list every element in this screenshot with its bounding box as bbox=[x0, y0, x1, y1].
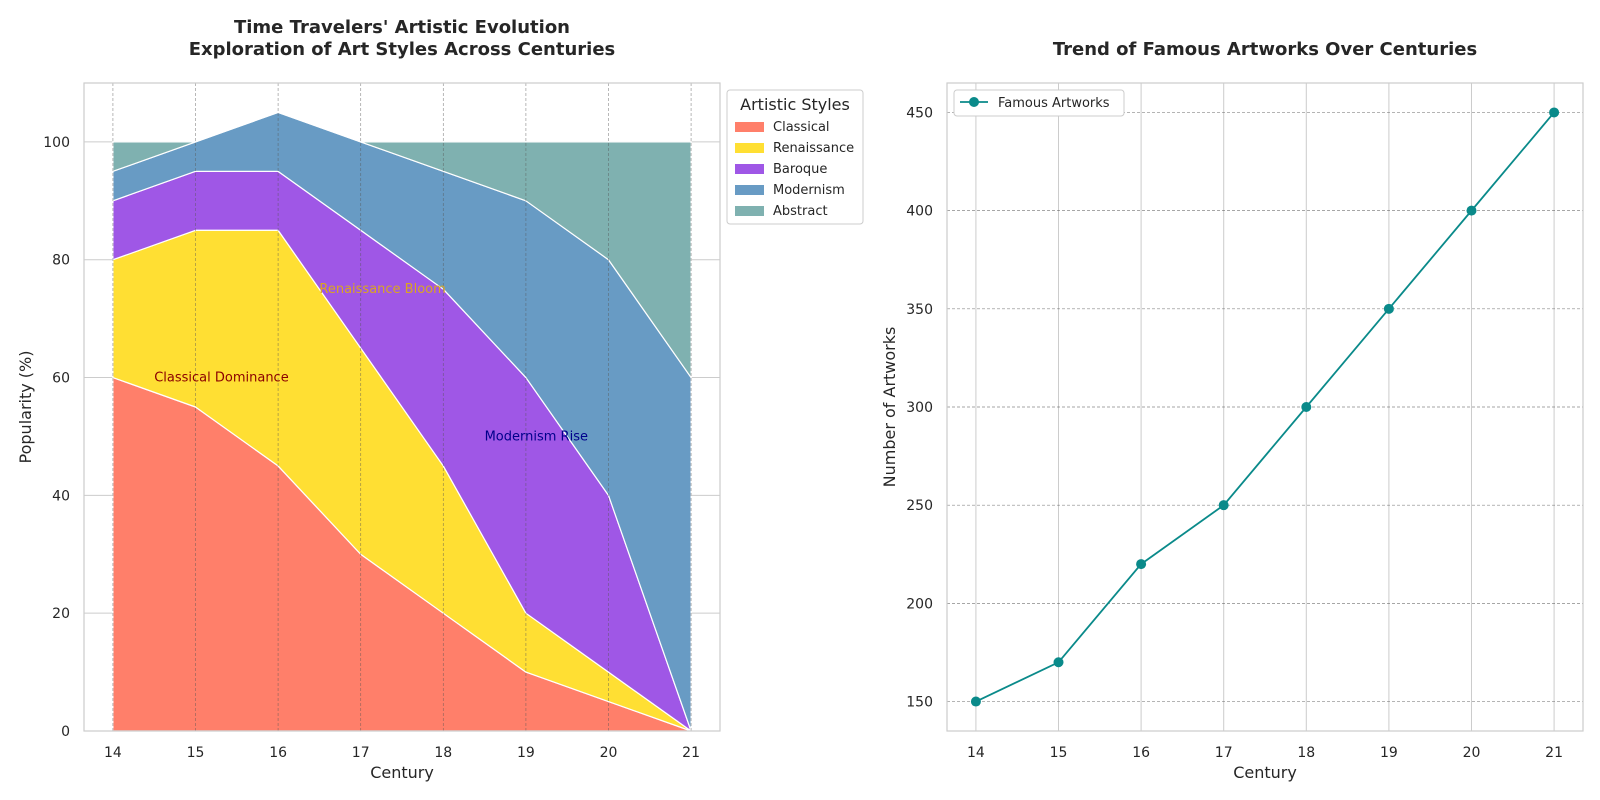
right-legend: Famous Artworks bbox=[953, 89, 1125, 117]
legend-swatch bbox=[735, 164, 764, 174]
x-tick-label: 18 bbox=[1297, 745, 1315, 761]
left-y-tick-labels: 0 20 40 60 80 100 bbox=[43, 135, 70, 740]
y-tick-label: 20 bbox=[52, 606, 70, 622]
left-areas bbox=[112, 111, 692, 732]
right-plot-frame bbox=[946, 82, 1584, 732]
right-y-tick-labels: 150 200 250 300 350 400 450 bbox=[906, 105, 933, 710]
data-point bbox=[1466, 205, 1477, 216]
chart-title-line-2: Exploration of Art Styles Across Centuri… bbox=[189, 39, 616, 60]
legend-marker-swatch bbox=[969, 97, 979, 107]
y-tick-label: 80 bbox=[52, 253, 70, 269]
x-tick-label: 16 bbox=[269, 745, 287, 761]
legend-title: Artistic Styles bbox=[740, 95, 850, 114]
legend-swatch bbox=[735, 143, 764, 153]
annotation: Renaissance Bloom bbox=[319, 282, 445, 297]
data-point bbox=[1136, 559, 1147, 570]
y-tick-label: 350 bbox=[906, 302, 933, 318]
legend-label: Abstract bbox=[773, 204, 828, 219]
x-tick-label: 14 bbox=[967, 745, 985, 761]
x-tick-label: 21 bbox=[682, 745, 700, 761]
x-tick-label: 17 bbox=[352, 745, 370, 761]
legend-swatch bbox=[735, 185, 764, 195]
y-tick-label: 40 bbox=[52, 488, 70, 504]
legend-swatch bbox=[735, 122, 764, 132]
right-x-axis-label: Century bbox=[1233, 763, 1297, 782]
right-y-axis-label: Number of Artworks bbox=[880, 327, 899, 488]
stacked-area-chart: Time Travelers' Artistic Evolution Explo… bbox=[16, 17, 864, 782]
data-point bbox=[970, 696, 981, 707]
series-line bbox=[975, 111, 1555, 703]
x-tick-label: 14 bbox=[104, 745, 122, 761]
left-x-axis-label: Century bbox=[370, 763, 434, 782]
left-vertical-gridlines bbox=[112, 83, 692, 731]
annotation: Classical Dominance bbox=[154, 371, 289, 386]
legend-label: Renaissance bbox=[773, 141, 854, 156]
legend-swatch bbox=[735, 206, 764, 216]
x-tick-label: 15 bbox=[187, 745, 205, 761]
y-tick-label: 300 bbox=[906, 400, 933, 416]
legend-items: Classical Renaissance Baroque Modernism Abst… bbox=[735, 120, 854, 219]
legend-label: Modernism bbox=[773, 183, 845, 198]
right-grid bbox=[947, 83, 1583, 731]
data-point bbox=[1549, 107, 1560, 118]
x-tick-label: 20 bbox=[1463, 745, 1481, 761]
chart-title-line-1: Time Travelers' Artistic Evolution bbox=[234, 17, 570, 38]
y-tick-label: 150 bbox=[906, 695, 933, 711]
x-tick-label: 21 bbox=[1545, 745, 1563, 761]
y-tick-label: 450 bbox=[906, 105, 933, 121]
right-x-tick-labels: 14 15 16 17 18 19 20 21 bbox=[967, 745, 1563, 761]
legend-label: Famous Artworks bbox=[998, 96, 1110, 111]
annotation: Modernism Rise bbox=[485, 429, 588, 444]
left-plot-frame bbox=[83, 82, 721, 732]
data-point bbox=[1301, 402, 1312, 412]
left-x-tick-labels: 14 15 16 17 18 19 20 21 bbox=[104, 745, 700, 761]
x-tick-label: 19 bbox=[517, 745, 535, 761]
left-y-axis-label: Popularity (%) bbox=[16, 351, 35, 464]
data-point bbox=[1053, 657, 1064, 668]
x-tick-label: 15 bbox=[1050, 745, 1068, 761]
data-point bbox=[1218, 500, 1229, 511]
y-tick-label: 250 bbox=[906, 498, 933, 514]
x-tick-label: 17 bbox=[1215, 745, 1233, 761]
data-point bbox=[1383, 303, 1394, 314]
legend-label: Classical bbox=[773, 120, 830, 135]
x-tick-label: 16 bbox=[1132, 745, 1150, 761]
legend-label: Baroque bbox=[773, 162, 827, 177]
y-tick-label: 60 bbox=[52, 371, 70, 387]
x-tick-label: 19 bbox=[1380, 745, 1398, 761]
left-legend: Artistic Styles Classical Renaissance Baro… bbox=[726, 89, 864, 225]
y-tick-label: 400 bbox=[906, 204, 933, 220]
x-tick-label: 20 bbox=[600, 745, 618, 761]
legend-box bbox=[953, 89, 1125, 117]
left-annotations: Classical Dominance Renaissance Bloom Mode… bbox=[154, 282, 588, 444]
area-abstract bbox=[112, 111, 692, 379]
right-series bbox=[970, 107, 1560, 707]
y-tick-label: 0 bbox=[61, 724, 70, 740]
y-tick-label: 100 bbox=[43, 135, 70, 151]
line-chart: Trend of Famous Artworks Over Centuries … bbox=[880, 39, 1584, 782]
y-tick-label: 200 bbox=[906, 596, 933, 612]
x-tick-label: 18 bbox=[434, 745, 452, 761]
chart-title: Trend of Famous Artworks Over Centuries bbox=[1053, 39, 1477, 60]
